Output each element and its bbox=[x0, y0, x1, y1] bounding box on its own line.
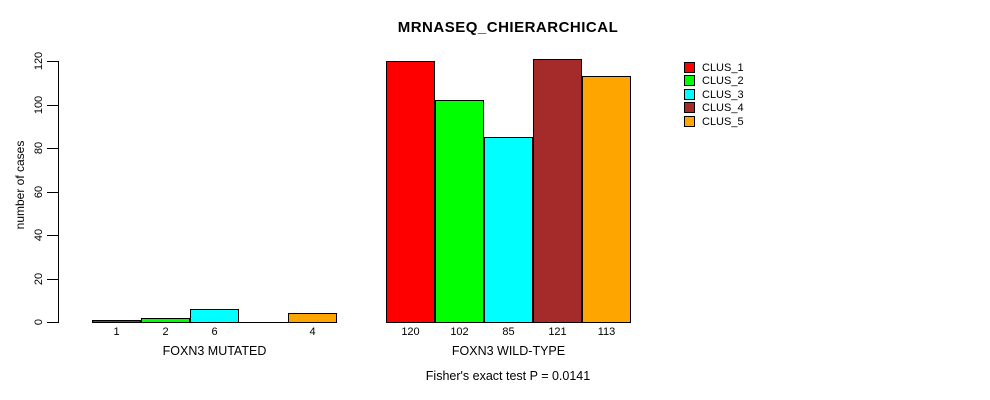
y-axis-tick bbox=[47, 279, 58, 280]
bar-value-label: 113 bbox=[597, 326, 616, 338]
y-tick-label: 80 bbox=[33, 141, 45, 155]
y-axis-tick bbox=[47, 61, 58, 62]
bar-CLUS_2 bbox=[435, 100, 484, 322]
x-baseline bbox=[386, 322, 631, 323]
legend-label: CLUS_4 bbox=[702, 102, 744, 114]
bar-CLUS_3 bbox=[484, 137, 533, 322]
y-tick-label: 20 bbox=[33, 272, 45, 286]
legend-color-swatch-CLUS_4 bbox=[684, 102, 695, 113]
y-tick-label: 120 bbox=[33, 51, 45, 71]
bar-CLUS_4 bbox=[533, 59, 582, 322]
y-tick-label: 0 bbox=[33, 318, 45, 326]
legend-item: CLUS_3 bbox=[684, 89, 760, 101]
legend-color-swatch-CLUS_1 bbox=[684, 62, 695, 73]
bar-CLUS_2 bbox=[141, 318, 190, 322]
bar-value-label: 6 bbox=[211, 326, 218, 338]
legend-color-swatch-CLUS_3 bbox=[684, 89, 695, 100]
legend-item: CLUS_1 bbox=[684, 62, 760, 74]
legend-label: CLUS_3 bbox=[702, 89, 744, 101]
bar-CLUS_5 bbox=[288, 313, 337, 322]
legend-color-swatch-CLUS_5 bbox=[684, 116, 695, 127]
y-axis-tick bbox=[47, 148, 58, 149]
bar-value-label: 85 bbox=[502, 326, 515, 338]
bar-value-label: 102 bbox=[450, 326, 469, 338]
y-tick-label: 60 bbox=[33, 185, 45, 199]
legend-item: CLUS_4 bbox=[684, 102, 760, 114]
legend-label: CLUS_2 bbox=[702, 75, 744, 87]
y-axis-tick bbox=[47, 105, 58, 106]
y-axis-tick bbox=[47, 192, 58, 193]
bar-CLUS_1 bbox=[386, 61, 435, 322]
y-axis-tick bbox=[47, 322, 58, 323]
y-tick-label: 40 bbox=[33, 228, 45, 242]
x-group-label: FOXN3 MUTATED bbox=[162, 344, 267, 358]
x-baseline bbox=[92, 322, 337, 323]
bar-value-label: 120 bbox=[401, 326, 420, 338]
y-axis-tick bbox=[47, 235, 58, 236]
y-axis-line bbox=[58, 61, 59, 323]
bar-CLUS_5 bbox=[582, 76, 631, 322]
bar-value-label: 121 bbox=[548, 326, 567, 338]
legend-label: CLUS_1 bbox=[702, 62, 744, 74]
x-group-label: FOXN3 WILD-TYPE bbox=[451, 344, 566, 358]
bar-value-label: 4 bbox=[309, 326, 316, 338]
bar-CLUS_3 bbox=[190, 309, 239, 322]
legend-item: CLUS_5 bbox=[684, 116, 760, 128]
chart-title: MRNASEQ_CHIERARCHICAL bbox=[397, 19, 619, 36]
y-axis-title: number of cases bbox=[13, 140, 27, 230]
y-tick-label: 100 bbox=[33, 95, 45, 115]
bar-value-label: 2 bbox=[162, 326, 169, 338]
bar-value-label: 1 bbox=[113, 326, 120, 338]
legend-color-swatch-CLUS_2 bbox=[684, 75, 695, 86]
bar-CLUS_1 bbox=[92, 320, 141, 322]
legend-item: CLUS_2 bbox=[684, 75, 760, 87]
annotation-text: Fisher's exact test P = 0.0141 bbox=[425, 369, 591, 383]
legend-label: CLUS_5 bbox=[702, 116, 744, 128]
